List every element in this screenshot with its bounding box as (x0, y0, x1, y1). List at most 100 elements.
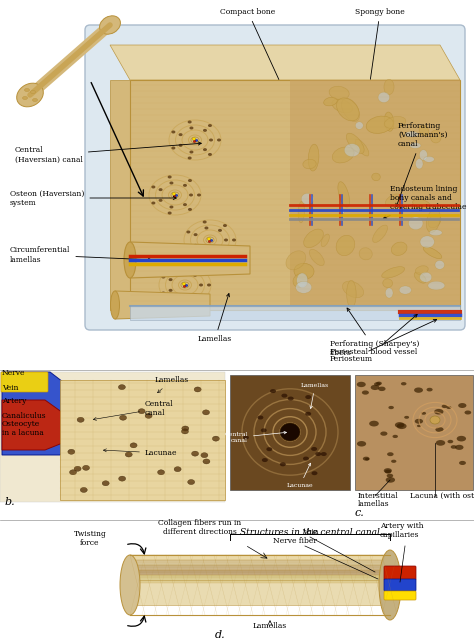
Ellipse shape (188, 120, 191, 124)
Ellipse shape (430, 416, 440, 424)
Ellipse shape (424, 156, 434, 162)
Ellipse shape (193, 293, 197, 296)
Polygon shape (130, 565, 390, 573)
Text: Vein: Vein (2, 384, 18, 392)
Text: Collagen fibers run in
different directions: Collagen fibers run in different directi… (158, 519, 242, 536)
Ellipse shape (172, 147, 175, 149)
Ellipse shape (371, 385, 379, 390)
Ellipse shape (178, 265, 182, 269)
Text: Endosteum lining
bony canals and
covering trabeculae: Endosteum lining bony canals and coverin… (383, 185, 466, 218)
Ellipse shape (100, 16, 120, 34)
Ellipse shape (379, 550, 401, 620)
Text: c.: c. (355, 508, 365, 518)
Ellipse shape (80, 488, 87, 493)
Ellipse shape (404, 416, 409, 419)
Ellipse shape (206, 237, 214, 243)
Polygon shape (130, 242, 250, 278)
Ellipse shape (185, 285, 188, 287)
Ellipse shape (434, 409, 444, 415)
Ellipse shape (456, 436, 466, 441)
Polygon shape (130, 575, 390, 583)
Ellipse shape (329, 86, 349, 100)
Text: Circumferential
lamellas: Circumferential lamellas (10, 247, 151, 263)
Ellipse shape (223, 224, 227, 227)
Ellipse shape (447, 406, 451, 409)
Text: Interstitial: Interstitial (358, 492, 399, 500)
Ellipse shape (384, 112, 394, 131)
Ellipse shape (336, 235, 355, 256)
Ellipse shape (447, 440, 453, 443)
Ellipse shape (420, 236, 434, 248)
Text: Perforating (Sharpey's)
fibers: Perforating (Sharpey's) fibers (330, 308, 419, 357)
Ellipse shape (186, 247, 191, 249)
Ellipse shape (280, 462, 286, 466)
Ellipse shape (419, 149, 428, 160)
Ellipse shape (172, 193, 176, 196)
Polygon shape (110, 80, 130, 310)
Ellipse shape (130, 443, 137, 448)
Ellipse shape (304, 229, 323, 247)
Polygon shape (130, 555, 390, 563)
Text: Osteon (Haversian)
system: Osteon (Haversian) system (10, 189, 176, 207)
FancyBboxPatch shape (384, 591, 416, 600)
Text: Periosteal blood vessel: Periosteal blood vessel (330, 314, 417, 356)
Text: Artery with
capillaries: Artery with capillaries (380, 522, 424, 539)
Ellipse shape (17, 83, 43, 107)
Polygon shape (290, 80, 460, 310)
Ellipse shape (188, 156, 191, 160)
Text: Lamellas: Lamellas (155, 376, 189, 393)
Text: Lacunae: Lacunae (103, 449, 177, 457)
Text: Central
(Haversian) canal: Central (Haversian) canal (15, 142, 201, 164)
Ellipse shape (171, 192, 179, 198)
Ellipse shape (421, 412, 426, 415)
Polygon shape (2, 400, 70, 450)
Ellipse shape (296, 281, 312, 293)
Ellipse shape (168, 175, 172, 178)
Ellipse shape (208, 124, 212, 127)
Ellipse shape (161, 276, 165, 278)
Ellipse shape (338, 182, 349, 207)
Ellipse shape (423, 247, 442, 259)
Ellipse shape (419, 272, 432, 282)
Text: Twisting
force: Twisting force (73, 530, 107, 547)
Ellipse shape (384, 117, 406, 129)
Ellipse shape (202, 410, 210, 415)
Ellipse shape (458, 403, 466, 408)
FancyBboxPatch shape (0, 0, 474, 370)
Ellipse shape (168, 211, 172, 214)
Ellipse shape (82, 466, 90, 470)
Ellipse shape (428, 281, 445, 290)
Ellipse shape (436, 427, 444, 432)
FancyBboxPatch shape (384, 579, 416, 591)
Ellipse shape (288, 397, 294, 401)
Ellipse shape (305, 395, 311, 399)
Ellipse shape (204, 251, 209, 254)
Ellipse shape (224, 238, 228, 242)
Ellipse shape (387, 474, 393, 478)
Text: Periosteum: Periosteum (330, 319, 437, 363)
FancyBboxPatch shape (85, 25, 465, 330)
FancyBboxPatch shape (384, 566, 416, 580)
Ellipse shape (429, 230, 442, 236)
Ellipse shape (124, 242, 136, 278)
Ellipse shape (22, 97, 27, 100)
Ellipse shape (192, 138, 196, 140)
Ellipse shape (321, 234, 329, 247)
Ellipse shape (356, 122, 363, 129)
Ellipse shape (262, 458, 268, 462)
Ellipse shape (344, 144, 360, 156)
Ellipse shape (465, 410, 471, 415)
Ellipse shape (203, 220, 207, 223)
Ellipse shape (203, 459, 210, 464)
FancyBboxPatch shape (0, 372, 225, 502)
Ellipse shape (25, 88, 29, 91)
Ellipse shape (209, 138, 213, 142)
FancyBboxPatch shape (1, 372, 48, 392)
Ellipse shape (392, 435, 398, 438)
Text: Compact bone: Compact bone (220, 8, 279, 79)
Ellipse shape (257, 415, 264, 419)
Ellipse shape (293, 274, 308, 287)
Ellipse shape (395, 422, 404, 428)
Ellipse shape (207, 283, 211, 287)
Ellipse shape (297, 273, 308, 288)
